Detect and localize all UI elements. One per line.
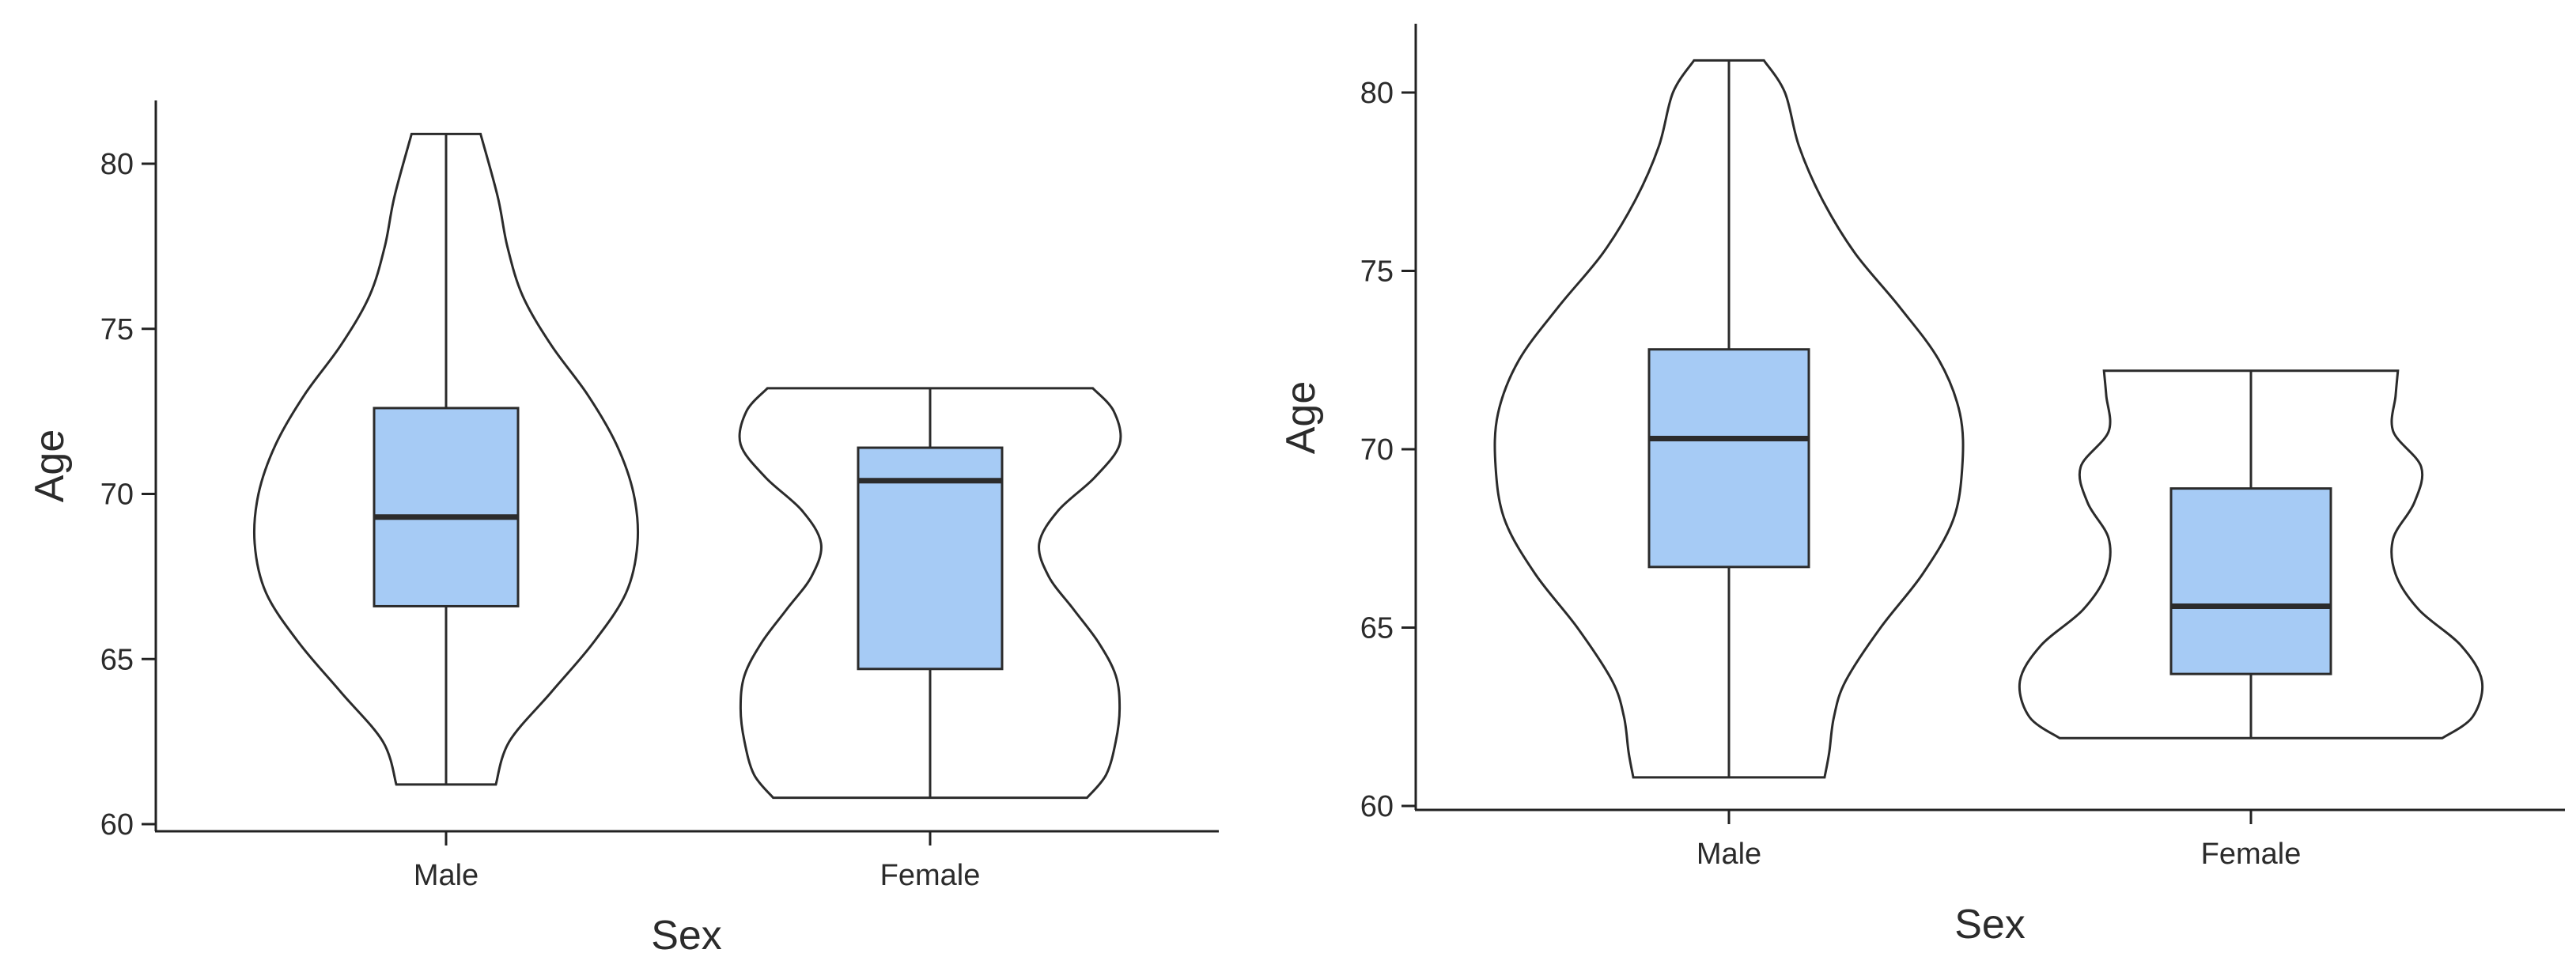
x-ticks: Male Female [414,831,981,892]
y-ticks: 60 65 70 75 80 [1360,77,1416,823]
x-axis-title: Sex [651,913,722,959]
box-male [1647,348,1810,569]
y-tick-label: 70 [1360,433,1394,467]
y-tick-label: 80 [1360,77,1394,110]
y-tick-label: 80 [100,148,134,181]
violins [252,132,1122,800]
chart-panel-right: 60 65 70 75 80 Male Female Sex Age [1278,24,2565,948]
y-tick-label: 60 [100,808,134,842]
box-male [373,407,520,607]
y-tick-label: 65 [1360,612,1394,645]
x-tick-label: Male [414,859,479,892]
violins [1493,59,2484,779]
y-tick-label: 65 [100,643,134,676]
box-female [857,446,1004,671]
x-ticks: Male Female [1697,810,2302,871]
x-tick-label: Male [1697,838,1761,871]
box-female [2169,487,2332,675]
y-ticks: 60 65 70 75 80 [100,148,156,842]
y-tick-label: 75 [1360,255,1394,289]
y-tick-label: 70 [100,479,134,512]
chart-panel-left: 60 65 70 75 80 Male Female Sex Age [27,100,1219,959]
y-tick-label: 60 [1360,790,1394,823]
x-axis-title: Sex [1954,902,2026,948]
x-tick-label: Female [2201,838,2302,871]
y-tick-label: 75 [100,313,134,346]
y-axis-title: Age [1278,381,1324,455]
y-axis-title: Age [27,429,73,503]
x-tick-label: Female [880,859,981,892]
